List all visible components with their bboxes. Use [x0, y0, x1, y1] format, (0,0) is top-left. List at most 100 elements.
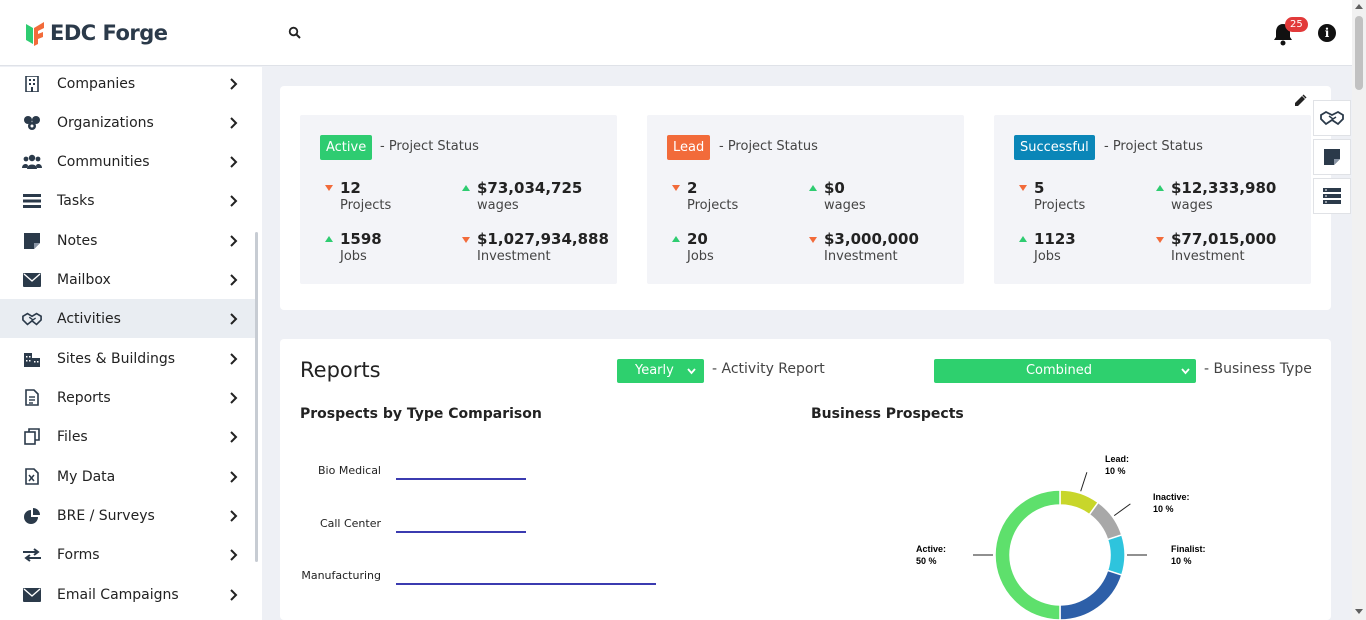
sidebar-item-tasks[interactable]: Tasks	[0, 181, 258, 220]
app-logo[interactable]: EDC Forge	[24, 20, 168, 46]
trend-up-icon	[1019, 236, 1027, 242]
chevron-right-icon	[230, 312, 238, 325]
metric-wages: $12,333,980 wages	[1171, 179, 1277, 213]
sidebar-item-notes[interactable]: Notes	[0, 221, 258, 260]
metric-projects: 5 Projects	[1034, 179, 1086, 213]
organizations-icon	[22, 114, 42, 132]
page-scrollbar[interactable]	[1352, 0, 1366, 620]
top-header: EDC Forge 25 i	[0, 0, 1352, 66]
note-icon	[1324, 149, 1340, 165]
slice-label: Finalist:	[1171, 544, 1206, 554]
bar-category-label: Bio Medical	[318, 464, 381, 477]
chevron-right-icon	[230, 509, 238, 522]
donut-slice[interactable]	[1088, 501, 1123, 541]
info-icon[interactable]: i	[1318, 24, 1336, 42]
sidebar-scrollbar[interactable]	[255, 232, 258, 562]
scrollbar-thumb[interactable]	[1355, 16, 1363, 90]
donut-slice[interactable]	[1106, 533, 1126, 577]
sidebar-item-label: Notes	[57, 232, 98, 249]
trend-down-icon	[809, 237, 817, 243]
status-card-lead: Lead - Project Status 2 Projects $0 wages …	[647, 115, 964, 284]
donut-slice[interactable]	[1059, 569, 1123, 620]
chevron-right-icon	[230, 470, 238, 483]
trend-up-icon	[809, 185, 817, 191]
sidebar-item-bre-surveys[interactable]: BRE / Surveys	[0, 496, 258, 535]
metric-investment: $3,000,000 Investment	[824, 230, 919, 264]
metric-investment: $77,015,000 Investment	[1171, 230, 1277, 264]
business-type-select[interactable]: Combined	[934, 359, 1196, 383]
trend-down-icon	[1156, 237, 1164, 243]
tasks-tool-button[interactable]	[1313, 178, 1351, 214]
business-prospects-donut: Lead: 10 % Inactive: 10 % Finalist: 10 % Activ…	[916, 454, 1206, 620]
sidebar-item-reports[interactable]: Reports	[0, 378, 258, 417]
metric-jobs: 1598 Jobs	[340, 230, 382, 264]
slice-percent: 10 %	[1153, 504, 1174, 514]
trend-down-icon	[325, 185, 333, 191]
chevron-down-icon	[1181, 368, 1190, 375]
bar[interactable]	[396, 531, 526, 533]
handshake-tool-button[interactable]	[1313, 100, 1351, 136]
chevron-right-icon	[230, 273, 238, 286]
metric-jobs: 20 Jobs	[687, 230, 714, 264]
sidebar-item-label: Activities	[57, 310, 121, 327]
chevron-down-icon	[687, 368, 696, 375]
edit-icon[interactable]	[1293, 94, 1307, 108]
note-icon	[22, 232, 42, 250]
chevron-right-icon	[230, 77, 238, 90]
status-suffix: - Project Status	[719, 139, 818, 154]
building-icon	[22, 75, 42, 93]
chevron-right-icon	[230, 548, 238, 561]
sidebar-item-activities[interactable]: Activities	[0, 299, 258, 338]
sidebar: Companies Organizations Communities Task…	[0, 67, 262, 620]
period-select-value: Yearly	[635, 363, 674, 378]
sidebar-item-files[interactable]: Files	[0, 417, 258, 456]
sidebar-item-my-data[interactable]: My Data	[0, 457, 258, 496]
bar[interactable]	[396, 583, 656, 585]
slice-percent: 50 %	[916, 556, 937, 566]
sidebar-item-sites-buildings[interactable]: Sites & Buildings	[0, 339, 258, 378]
envelope-icon	[22, 586, 42, 604]
trend-up-icon	[672, 236, 680, 242]
sidebar-item-label: Companies	[57, 75, 136, 92]
users-icon	[22, 153, 42, 171]
metric-wages: $73,034,725 wages	[477, 179, 583, 213]
sidebar-item-label: Communities	[57, 153, 150, 170]
status-suffix: - Project Status	[380, 139, 479, 154]
mail-icon	[22, 271, 42, 289]
chevron-right-icon	[230, 155, 238, 168]
notes-tool-button[interactable]	[1313, 139, 1351, 175]
sidebar-item-label: Reports	[57, 389, 111, 406]
sidebar-item-label: My Data	[57, 468, 116, 485]
chevron-right-icon	[230, 430, 238, 443]
status-card-successful: Successful - Project Status 5 Projects $1…	[994, 115, 1311, 284]
trend-down-icon	[672, 185, 680, 191]
bar-category-label: Call Center	[319, 517, 381, 530]
search-icon[interactable]	[288, 26, 302, 40]
sidebar-item-label: Sites & Buildings	[57, 350, 176, 367]
trend-down-icon	[1019, 185, 1027, 191]
sidebar-item-email-campaigns[interactable]: Email Campaigns	[0, 575, 258, 614]
report-icon	[22, 389, 42, 407]
sidebar-item-label: Email Campaigns	[57, 586, 179, 603]
status-tag: Successful	[1014, 135, 1095, 160]
status-card-active: Active - Project Status 12 Projects $73,0…	[300, 115, 617, 284]
metric-wages: $0 wages	[824, 179, 866, 213]
sidebar-item-communities[interactable]: Communities	[0, 142, 258, 181]
sidebar-item-label: Organizations	[57, 114, 154, 131]
sidebar-item-companies[interactable]: Companies	[0, 67, 258, 103]
slice-leader-line	[1113, 503, 1131, 517]
slice-percent: 10 %	[1105, 466, 1126, 476]
city-icon	[22, 350, 42, 368]
sidebar-item-label: Forms	[57, 546, 100, 563]
status-tag: Active	[320, 135, 373, 160]
bar[interactable]	[396, 478, 526, 480]
scroll-up-icon[interactable]	[1355, 4, 1363, 9]
donut-slice[interactable]	[994, 489, 1061, 620]
sidebar-item-organizations[interactable]: Organizations	[0, 103, 258, 142]
period-select[interactable]: Yearly	[617, 359, 704, 383]
chevron-right-icon	[230, 391, 238, 404]
scroll-down-icon[interactable]	[1355, 609, 1363, 614]
sidebar-item-mailbox[interactable]: Mailbox	[0, 260, 258, 299]
metric-projects: 12 Projects	[340, 179, 392, 213]
sidebar-item-forms[interactable]: Forms	[0, 535, 258, 574]
